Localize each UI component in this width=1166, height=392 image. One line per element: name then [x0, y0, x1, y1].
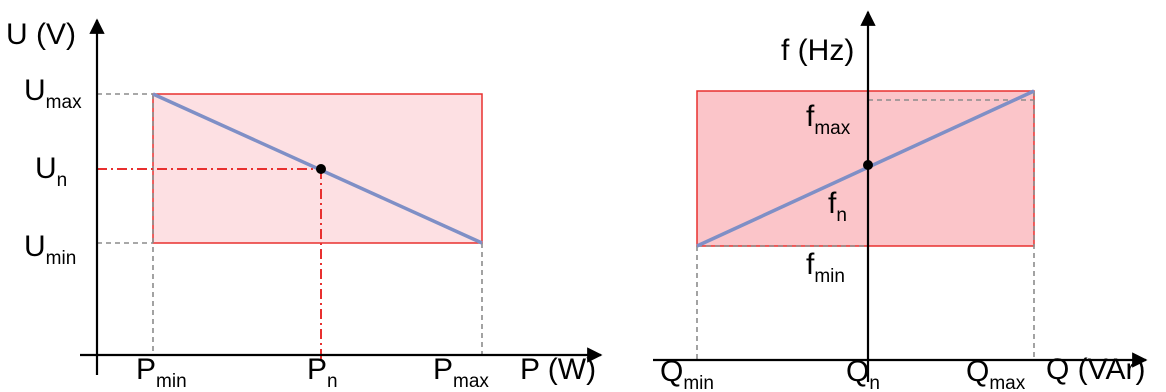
u-max-label: Umax	[24, 74, 82, 113]
u-min-label: Umin	[24, 230, 76, 269]
q-max-label: Qmax	[966, 355, 1026, 392]
q-min-label: Qmin	[660, 355, 714, 392]
p-max-label: Pmax	[433, 353, 489, 392]
left-diagram: U (V) P (W) Umax Un Umin Pmin Pn Pmax	[6, 18, 603, 392]
f-min-label: fmin	[806, 248, 845, 287]
f-n-label: fn	[828, 187, 847, 226]
right-y-axis-label: f (Hz)	[781, 34, 854, 67]
left-x-axis-label: P (W)	[520, 353, 596, 386]
p-min-label: Pmin	[136, 353, 187, 392]
q-n-label: Qn	[846, 355, 880, 392]
left-nominal-point	[316, 164, 326, 174]
p-n-label: Pn	[307, 353, 338, 392]
left-nominal-guides	[97, 168, 322, 362]
left-y-axis-label: U (V)	[6, 18, 76, 51]
u-n-label: Un	[35, 152, 67, 191]
right-grey-guides	[696, 91, 1035, 360]
left-grey-guides	[97, 93, 483, 355]
right-x-axis-label: Q (VAr)	[1046, 353, 1145, 386]
f-max-label: fmax	[806, 100, 851, 139]
right-diagram: f (Hz) Q (VAr) fmax fn fmin Qmin Qn Qmax	[653, 10, 1148, 392]
